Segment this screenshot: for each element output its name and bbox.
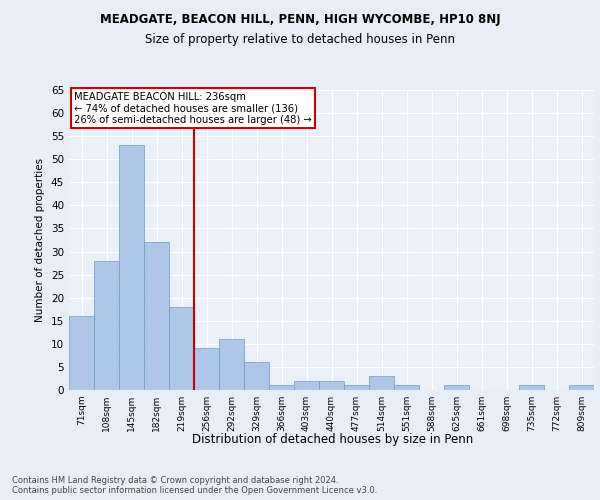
Bar <box>269 386 294 390</box>
Bar <box>394 386 419 390</box>
Text: Size of property relative to detached houses in Penn: Size of property relative to detached ho… <box>145 32 455 46</box>
Text: MEADGATE BEACON HILL: 236sqm
← 74% of detached houses are smaller (136)
26% of s: MEADGATE BEACON HILL: 236sqm ← 74% of de… <box>74 92 312 124</box>
Text: Contains HM Land Registry data © Crown copyright and database right 2024.
Contai: Contains HM Land Registry data © Crown c… <box>12 476 377 495</box>
Y-axis label: Number of detached properties: Number of detached properties <box>35 158 46 322</box>
Bar <box>369 376 394 390</box>
Bar <box>94 261 119 390</box>
Bar <box>444 386 469 390</box>
Bar <box>169 307 194 390</box>
Bar <box>519 386 544 390</box>
Bar <box>244 362 269 390</box>
Bar <box>194 348 219 390</box>
Text: MEADGATE, BEACON HILL, PENN, HIGH WYCOMBE, HP10 8NJ: MEADGATE, BEACON HILL, PENN, HIGH WYCOMB… <box>100 12 500 26</box>
Bar <box>144 242 169 390</box>
Bar <box>294 381 319 390</box>
Text: Distribution of detached houses by size in Penn: Distribution of detached houses by size … <box>193 432 473 446</box>
Bar <box>569 386 594 390</box>
Bar <box>69 316 94 390</box>
Bar <box>344 386 369 390</box>
Bar <box>219 339 244 390</box>
Bar <box>119 146 144 390</box>
Bar <box>319 381 344 390</box>
